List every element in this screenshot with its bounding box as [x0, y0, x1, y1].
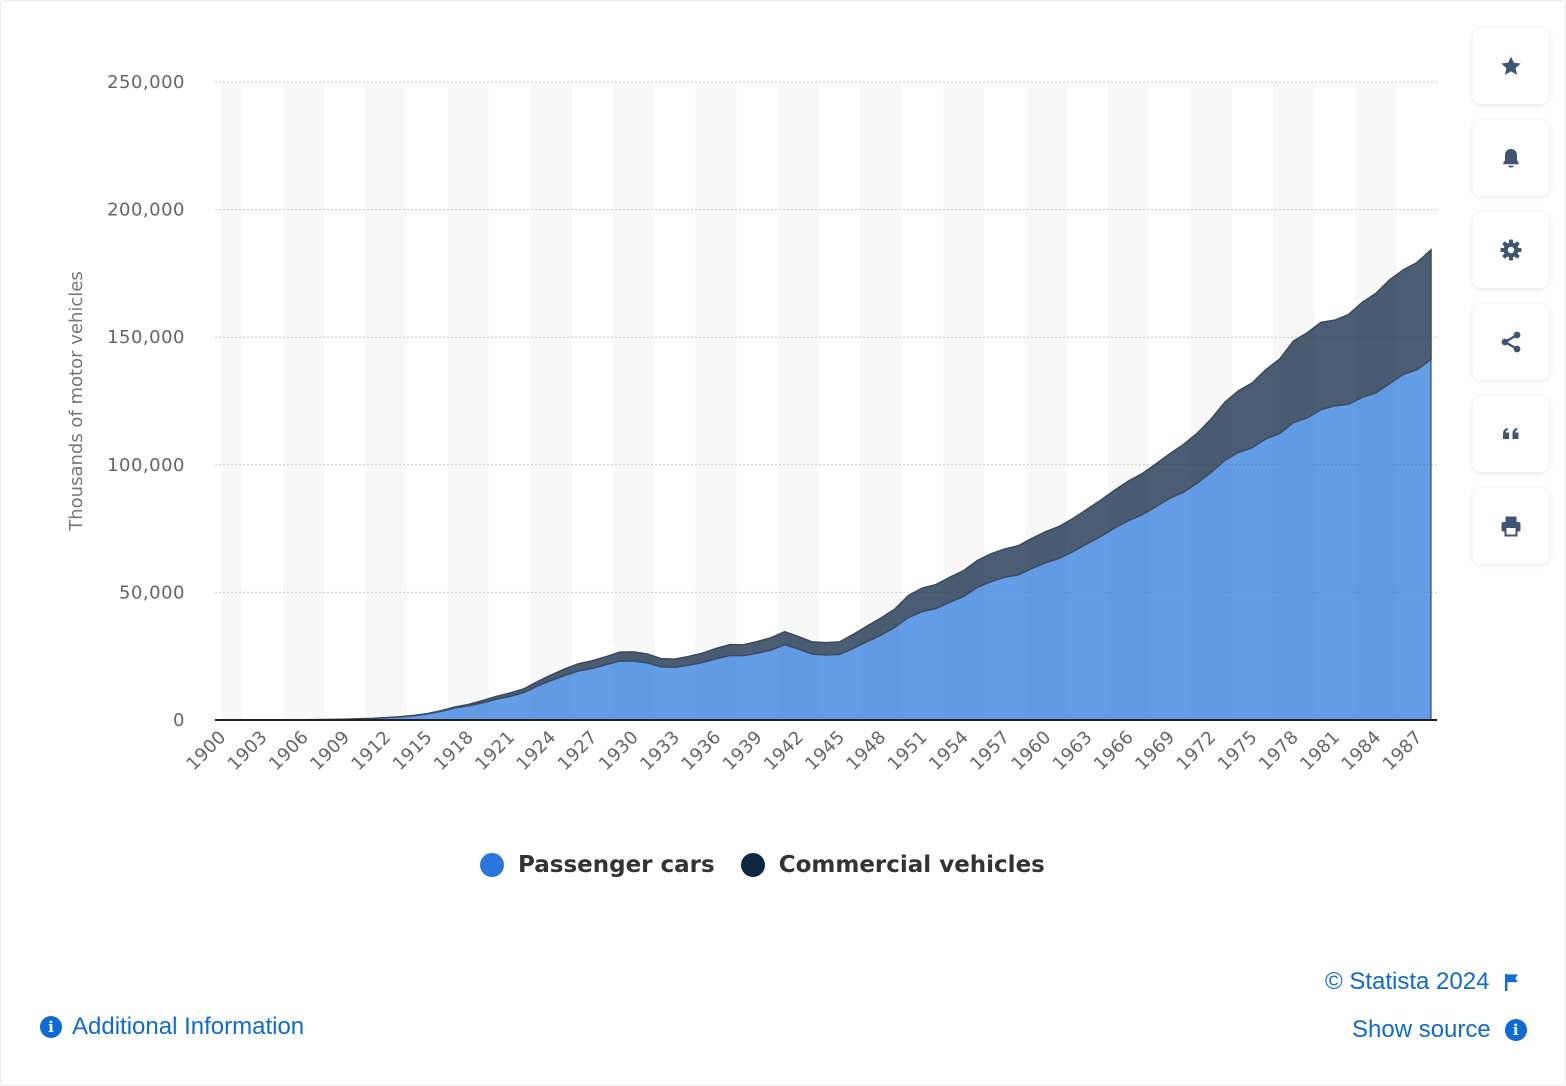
x-tick-label: 1924 [512, 727, 560, 775]
y-tick-label: 100,000 [107, 455, 185, 476]
toolbar [1473, 28, 1549, 580]
x-tick-label: 1975 [1214, 727, 1262, 775]
x-tick-label: 1969 [1131, 727, 1179, 775]
x-tick-label: 1978 [1255, 727, 1303, 775]
print-button[interactable] [1473, 488, 1549, 564]
x-tick-label: 1918 [430, 727, 478, 775]
gear-icon [1500, 239, 1522, 261]
background-band [530, 82, 572, 720]
settings-button[interactable] [1473, 212, 1549, 288]
show-source-text: Show source [1352, 1016, 1491, 1043]
quote-icon [1503, 428, 1519, 439]
background-band [447, 82, 490, 720]
legend-label-commercial-vehicles: Commercial vehicles [778, 852, 1045, 878]
x-tick-label: 1981 [1296, 727, 1344, 775]
x-tick-label: 1984 [1337, 727, 1385, 775]
y-tick-label: 150,000 [107, 327, 185, 348]
x-tick-label: 1921 [471, 727, 519, 775]
x-tick-label: 1933 [636, 727, 684, 775]
y-tick-label: 200,000 [107, 200, 185, 221]
info-icon: i [1504, 1019, 1527, 1041]
y-tick-label: 0 [173, 710, 185, 731]
background-band [695, 82, 737, 720]
x-tick-label: 1903 [224, 727, 272, 775]
x-tick-label: 1900 [182, 727, 230, 775]
x-tick-label: 1939 [719, 727, 767, 775]
x-tick-label: 1909 [306, 727, 354, 775]
print-icon [1501, 516, 1521, 537]
legend-item-passenger-cars[interactable]: Passenger cars [480, 852, 715, 878]
x-tick-label: 1948 [842, 727, 890, 775]
copyright-text: © Statista 2024 [1325, 968, 1490, 995]
background-band [777, 82, 820, 720]
x-tick-label: 1936 [677, 727, 725, 775]
background-band [365, 82, 407, 720]
legend-label-passenger-cars: Passenger cars [518, 852, 715, 878]
y-tick-label: 250,000 [107, 72, 185, 93]
legend-dot-commercial-vehicles [740, 853, 765, 877]
share-icon [1501, 331, 1521, 353]
flag-icon [1505, 974, 1519, 991]
x-tick-label: 1915 [389, 727, 437, 775]
x-tick-label: 1987 [1379, 727, 1427, 775]
x-tick-label: 1906 [265, 727, 313, 775]
legend-item-commercial-vehicles[interactable]: Commercial vehicles [740, 852, 1045, 878]
bookmark-button[interactable] [1473, 28, 1549, 104]
star-icon [1501, 56, 1521, 75]
info-icon: i [40, 1016, 62, 1038]
area-chart: 0 50,000 100,000 150,000 200,000 250,000 Thous… [66, 72, 1437, 775]
x-tick-label: 1972 [1172, 727, 1220, 775]
additional-information-link[interactable]: i Additional Information [40, 1013, 304, 1041]
x-tick-label: 1966 [1090, 727, 1138, 775]
x-tick-label: 1963 [1049, 727, 1097, 775]
x-tick-label: 1927 [554, 727, 602, 775]
share-button[interactable] [1473, 304, 1549, 380]
x-tick-label: 1930 [595, 727, 643, 775]
x-tick-label: 1960 [1007, 727, 1055, 775]
x-tick-label: 1942 [760, 727, 808, 775]
x-tick-label: 1957 [966, 727, 1014, 775]
background-band [282, 82, 325, 720]
x-tick-label: 1951 [884, 727, 932, 775]
x-tick-label: 1945 [801, 727, 849, 775]
copyright-link[interactable]: © Statista 2024 [1325, 968, 1521, 996]
x-tick-label: 1912 [347, 727, 395, 775]
background-band [221, 82, 242, 720]
show-source-link[interactable]: Show source i [1352, 1016, 1527, 1044]
bell-icon [1503, 149, 1519, 168]
legend: Passenger cars Commercial vehicles [480, 852, 1045, 878]
notification-button[interactable] [1473, 120, 1549, 196]
series-area-passenger-cars [220, 358, 1432, 721]
additional-information-text: Additional Information [72, 1013, 305, 1040]
y-tick-label: 50,000 [119, 582, 185, 603]
x-tick-label: 1954 [925, 727, 973, 775]
background-band [612, 82, 655, 720]
legend-dot-passenger-cars [480, 853, 504, 877]
y-axis-title: Thousands of motor vehicles [66, 271, 87, 531]
cite-button[interactable] [1473, 396, 1549, 472]
